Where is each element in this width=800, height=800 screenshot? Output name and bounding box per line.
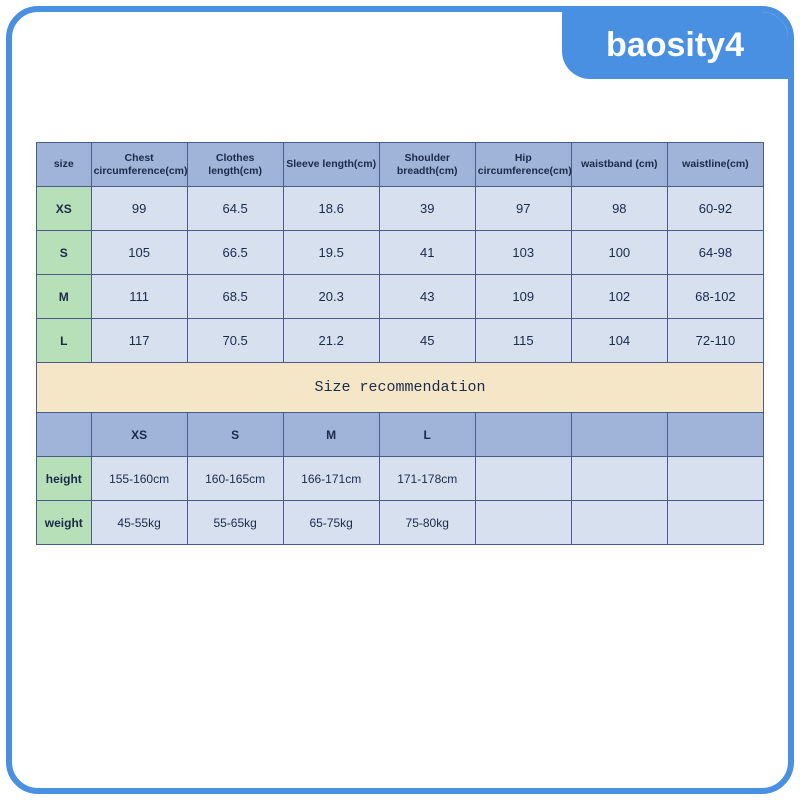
cell: 21.2 bbox=[283, 319, 379, 363]
cell: 70.5 bbox=[187, 319, 283, 363]
cell: 64-98 bbox=[667, 231, 763, 275]
header-row: size Chest circumference(cm) Clothes len… bbox=[37, 143, 764, 187]
recommendation-row: height 155-160cm 160-165cm 166-171cm 171… bbox=[37, 457, 764, 501]
cell: 41 bbox=[379, 231, 475, 275]
cell: 20.3 bbox=[283, 275, 379, 319]
rec-cell: 155-160cm bbox=[91, 457, 187, 501]
header-hip: Hip circumference(cm) bbox=[475, 143, 571, 187]
recommendation-header-row: XS S M L bbox=[37, 413, 764, 457]
cell: 104 bbox=[571, 319, 667, 363]
size-table: size Chest circumference(cm) Clothes len… bbox=[36, 142, 764, 545]
blank-header bbox=[571, 413, 667, 457]
content-area: size Chest circumference(cm) Clothes len… bbox=[36, 142, 764, 545]
cell: 68.5 bbox=[187, 275, 283, 319]
blank-header bbox=[475, 413, 571, 457]
recommendation-banner: Size recommendation bbox=[37, 363, 764, 413]
rec-row-label: height bbox=[37, 457, 92, 501]
size-label: S bbox=[37, 231, 92, 275]
blank-cell bbox=[571, 457, 667, 501]
rec-cell: 171-178cm bbox=[379, 457, 475, 501]
card-frame: baosity4 size Chest circumference(cm) Cl… bbox=[6, 6, 794, 794]
cell: 68-102 bbox=[667, 275, 763, 319]
cell: 19.5 bbox=[283, 231, 379, 275]
recommendation-banner-row: Size recommendation bbox=[37, 363, 764, 413]
cell: 117 bbox=[91, 319, 187, 363]
rec-col-header: L bbox=[379, 413, 475, 457]
cell: 66.5 bbox=[187, 231, 283, 275]
cell: 111 bbox=[91, 275, 187, 319]
rec-col-header: XS bbox=[91, 413, 187, 457]
rec-cell: 55-65kg bbox=[187, 501, 283, 545]
table-row: L 117 70.5 21.2 45 115 104 72-110 bbox=[37, 319, 764, 363]
table-row: XS 99 64.5 18.6 39 97 98 60-92 bbox=[37, 187, 764, 231]
cell: 105 bbox=[91, 231, 187, 275]
cell: 18.6 bbox=[283, 187, 379, 231]
rec-cell: 65-75kg bbox=[283, 501, 379, 545]
cell: 98 bbox=[571, 187, 667, 231]
cell: 100 bbox=[571, 231, 667, 275]
cell: 99 bbox=[91, 187, 187, 231]
size-label: L bbox=[37, 319, 92, 363]
rec-cell: 160-165cm bbox=[187, 457, 283, 501]
header-waistline: waistline(cm) bbox=[667, 143, 763, 187]
cell: 43 bbox=[379, 275, 475, 319]
blank-cell bbox=[667, 501, 763, 545]
blank-header bbox=[37, 413, 92, 457]
size-label: XS bbox=[37, 187, 92, 231]
table-row: S 105 66.5 19.5 41 103 100 64-98 bbox=[37, 231, 764, 275]
cell: 115 bbox=[475, 319, 571, 363]
rec-col-header: M bbox=[283, 413, 379, 457]
cell: 60-92 bbox=[667, 187, 763, 231]
header-size: size bbox=[37, 143, 92, 187]
cell: 64.5 bbox=[187, 187, 283, 231]
rec-cell: 166-171cm bbox=[283, 457, 379, 501]
rec-cell: 45-55kg bbox=[91, 501, 187, 545]
rec-cell: 75-80kg bbox=[379, 501, 475, 545]
table-row: M 111 68.5 20.3 43 109 102 68-102 bbox=[37, 275, 764, 319]
header-waistband: waistband (cm) bbox=[571, 143, 667, 187]
blank-cell bbox=[475, 501, 571, 545]
blank-cell bbox=[475, 457, 571, 501]
recommendation-row: weight 45-55kg 55-65kg 65-75kg 75-80kg bbox=[37, 501, 764, 545]
size-label: M bbox=[37, 275, 92, 319]
rec-row-label: weight bbox=[37, 501, 92, 545]
cell: 45 bbox=[379, 319, 475, 363]
rec-col-header: S bbox=[187, 413, 283, 457]
header-clothes-length: Clothes length(cm) bbox=[187, 143, 283, 187]
brand-tab: baosity4 bbox=[562, 12, 788, 79]
cell: 102 bbox=[571, 275, 667, 319]
blank-header bbox=[667, 413, 763, 457]
header-sleeve-length: Sleeve length(cm) bbox=[283, 143, 379, 187]
cell: 109 bbox=[475, 275, 571, 319]
cell: 39 bbox=[379, 187, 475, 231]
blank-cell bbox=[667, 457, 763, 501]
header-shoulder: Shoulder breadth(cm) bbox=[379, 143, 475, 187]
cell: 97 bbox=[475, 187, 571, 231]
cell: 72-110 bbox=[667, 319, 763, 363]
header-chest: Chest circumference(cm) bbox=[91, 143, 187, 187]
cell: 103 bbox=[475, 231, 571, 275]
blank-cell bbox=[571, 501, 667, 545]
